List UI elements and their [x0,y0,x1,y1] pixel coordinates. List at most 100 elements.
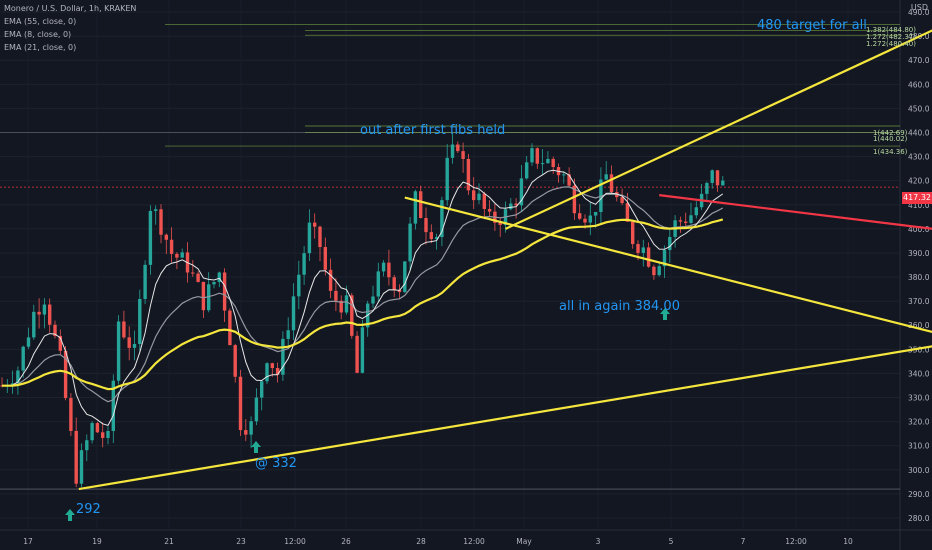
candle-up [291,296,296,331]
candle-down [169,239,174,254]
trendline [505,29,932,230]
ytick-label: 320.0 [908,418,930,427]
annotation-allin: all in again 384.00 [559,299,680,314]
xtick-label: 5 [669,537,674,546]
fib-label-440: 1(440.02) [873,135,908,143]
resistance-line [659,194,932,230]
candle-up [249,421,253,435]
candle-up [212,281,216,285]
ytick-label: 290.0 [908,490,930,499]
candle-down [498,222,502,225]
candle-down [164,234,168,240]
candle-up [689,215,693,223]
candle-up [477,193,481,201]
candle-down [350,295,354,336]
candle-down [74,430,78,484]
candle-up [302,253,306,275]
candle-down [201,281,206,311]
candle-down [53,324,57,336]
candle-down [578,213,582,219]
candle-down [101,432,105,438]
candle-up [641,247,645,253]
candle-down [684,221,688,223]
candle-down [551,158,555,168]
fib-label-434: 1(434.36) [873,148,908,156]
candle-down [339,300,343,313]
annotation-292: 292 [76,502,101,517]
candle-down [238,376,243,431]
annotation-out: out after first fibs held [360,123,506,138]
candle-up [21,346,25,371]
candle-down [487,208,492,212]
xtick-label: May [516,537,532,546]
candle-down [715,170,720,186]
candle-down [572,185,577,214]
candle-up [132,343,137,348]
up-arrow-icon [65,509,75,521]
candle-up [381,262,386,272]
candle-down [419,191,423,219]
ytick-label: 340.0 [908,369,930,378]
xtick-label: 12:00 [284,537,306,546]
candle-up [286,330,290,339]
trendline [404,196,932,334]
candle-down [222,272,227,311]
ytick-label: 300.0 [908,466,930,475]
candle-up [440,200,444,238]
fib-label-1382: 1.382(484.80) [866,26,916,34]
candle-up [85,440,89,451]
ytick-label: 280.0 [908,514,930,523]
candle-up [710,170,714,183]
candle-up [180,252,184,258]
ytick-label: 400.0 [908,225,930,234]
candle-down [58,335,62,351]
ytick-label: 490.0 [908,8,930,17]
candle-down [482,193,486,209]
candle-up [604,174,608,180]
candle-up [593,211,598,216]
candle-down [323,247,327,270]
candle-up [403,261,407,293]
candle-up [668,236,672,251]
candle-up [10,383,15,386]
candle-down [567,174,571,186]
candle-up [32,311,36,338]
candle-up [408,223,412,262]
candle-down [392,277,396,291]
xtick-label: 12:00 [785,537,807,546]
xtick-label: 17 [23,537,33,546]
candle-up [26,337,31,347]
ytick-label: 330.0 [908,394,930,403]
annotation-target: 480 target for all [757,18,867,33]
xtick-label: 21 [164,537,174,546]
candle-up [662,250,667,267]
candle-up [540,163,545,165]
candle-up [207,284,211,311]
candle-up [657,266,661,276]
candle-up [694,207,698,216]
ytick-label: 310.0 [908,442,930,451]
legend: Monero / U.S. Dollar, 1h, KRAKEN EMA (55… [4,2,136,54]
candle-up [519,178,524,206]
candle-down [175,253,179,258]
candle-up [525,162,529,179]
ytick-label: 350.0 [908,345,930,354]
candle-down [328,269,333,291]
ytick-label: 420.0 [908,177,930,186]
trendline [78,345,932,491]
candle-down [191,272,195,274]
ytick-label: 430.0 [908,153,930,162]
candle-down [318,226,322,248]
candle-up [445,157,449,201]
candle-up [217,272,221,282]
yaxis-title: USD [910,3,928,12]
candle-up [111,380,115,431]
candle-down [48,304,52,325]
xtick-label: 3 [596,537,601,546]
ytick-label: 460.0 [908,80,930,89]
candle-down [397,290,402,293]
candle-up [254,397,259,422]
candle-up [360,327,365,373]
